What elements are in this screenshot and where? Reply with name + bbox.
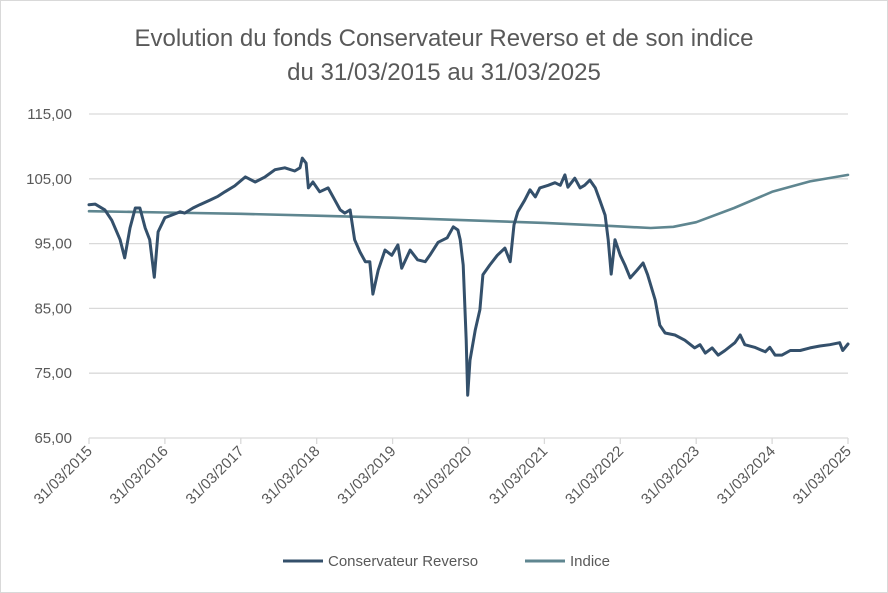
x-tick-label: 31/03/2022 [562, 443, 627, 508]
x-tick-label: 31/03/2015 [31, 443, 96, 508]
y-tick-label: 115,00 [27, 106, 72, 123]
x-tick-label: 31/03/2024 [714, 443, 779, 508]
chart-title-line-1: Evolution du fonds Conservateur Reverso … [134, 25, 753, 52]
x-tick-label: 31/03/2016 [107, 443, 172, 508]
legend-label-fund: Conservateur Reverso [328, 553, 478, 570]
x-tick-label: 31/03/2020 [410, 443, 475, 508]
y-tick-label: 65,00 [34, 430, 72, 447]
x-tick-label: 31/03/2017 [183, 443, 248, 508]
y-tick-label: 105,00 [26, 171, 72, 188]
y-tick-label: 75,00 [34, 365, 72, 382]
legend-label-index: Indice [570, 553, 610, 570]
legend: Conservateur Reverso Indice [283, 553, 610, 570]
x-tick-label: 31/03/2021 [486, 443, 551, 508]
x-tick-label: 31/03/2023 [638, 443, 703, 508]
x-tick-label: 31/03/2025 [790, 443, 855, 508]
chart-title-line-2: du 31/03/2015 au 31/03/2025 [287, 59, 601, 86]
x-tick-label: 31/03/2019 [334, 443, 399, 508]
x-tick-label: 31/03/2018 [258, 443, 323, 508]
series-line-conservateur-reverso [87, 156, 850, 397]
series-line-indice [87, 173, 850, 230]
y-tick-label: 95,00 [34, 236, 72, 253]
y-tick-label: 85,00 [34, 300, 72, 317]
